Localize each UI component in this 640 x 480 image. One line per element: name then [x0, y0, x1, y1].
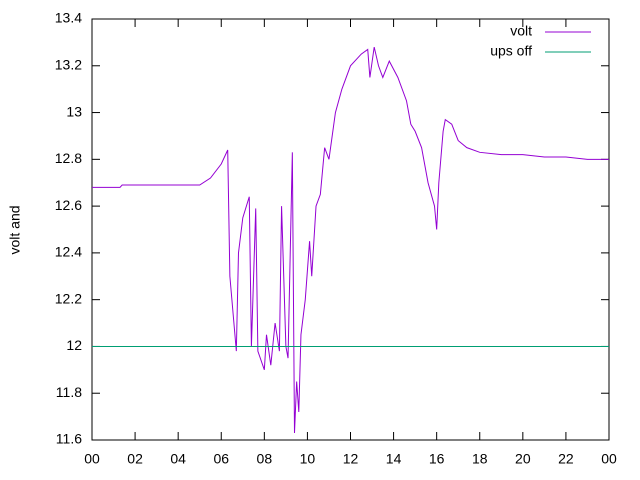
- x-tick-label: 00: [84, 451, 100, 467]
- y-tick-label: 13.2: [55, 56, 82, 72]
- plot-border: [91, 18, 610, 441]
- x-tick-label: 00: [601, 451, 617, 467]
- y-tick-label: 13.4: [55, 10, 82, 26]
- legend-label: volt: [510, 23, 532, 39]
- series-line: [92, 46, 609, 434]
- y-tick-label: 12.2: [55, 290, 82, 306]
- y-tick-label: 11.6: [56, 431, 82, 447]
- y-tick-label: 12.4: [55, 244, 82, 260]
- x-tick-label: 08: [257, 451, 273, 467]
- x-tick-label: 06: [213, 451, 229, 467]
- y-tick-label: 13: [66, 103, 82, 119]
- x-tick-label: 10: [300, 451, 316, 467]
- x-tick-label: 12: [343, 451, 359, 467]
- x-tick-label: 22: [558, 451, 574, 467]
- x-tick-label: 16: [429, 451, 445, 467]
- x-tick-label: 02: [127, 451, 143, 467]
- x-tick-label: 04: [170, 451, 186, 467]
- y-axis-label: volt and: [7, 205, 23, 254]
- y-tick-label: 11.8: [56, 384, 82, 400]
- x-tick-label: 18: [472, 451, 488, 467]
- y-tick-label: 12: [66, 337, 82, 353]
- legend-label: ups off: [490, 43, 532, 59]
- y-tick-label: 12.6: [55, 197, 82, 213]
- x-tick-label: 20: [515, 451, 531, 467]
- y-tick-label: 12.8: [55, 150, 82, 166]
- x-tick-label: 14: [386, 451, 402, 467]
